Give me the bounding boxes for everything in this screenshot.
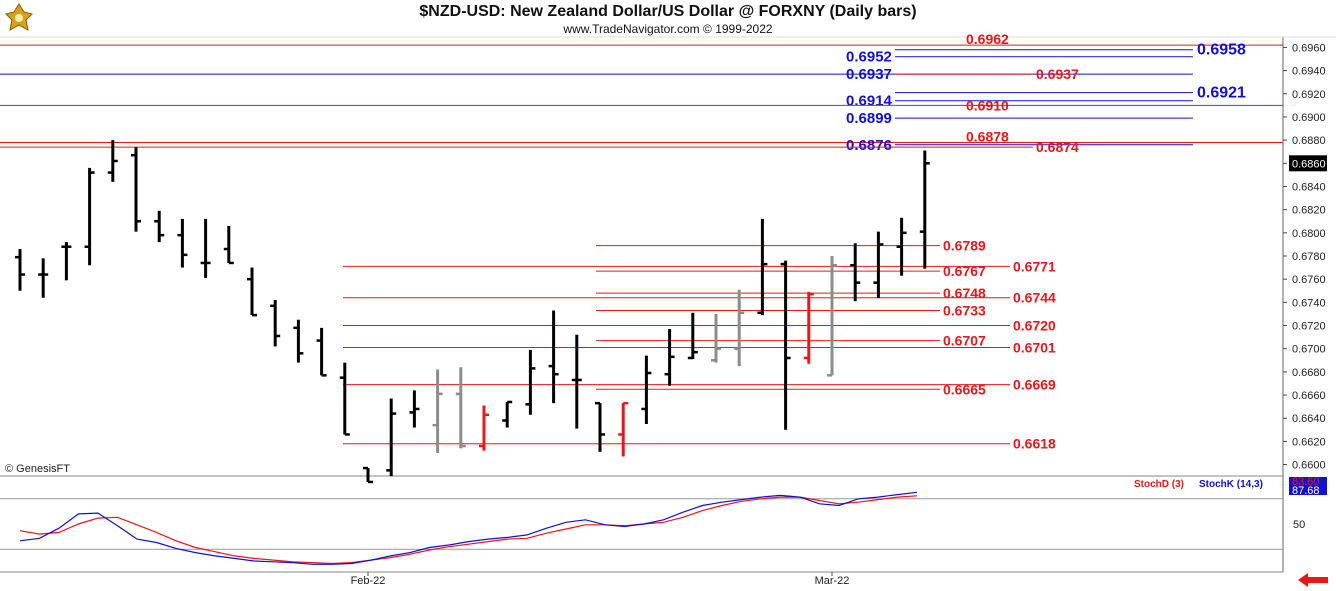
logo-icon	[4, 2, 34, 34]
price-tick-label: 0.6680	[1292, 367, 1326, 379]
price-tick-label: 0.6960	[1292, 42, 1326, 54]
level-label: 0.6789	[943, 238, 986, 254]
level-label: 0.6669	[1013, 377, 1056, 393]
price-tick-label: 0.6720	[1292, 321, 1326, 333]
stoch-d-line	[19, 495, 918, 565]
ohlc-bars	[15, 140, 930, 484]
level-label: 0.6748	[943, 285, 986, 301]
price-tick-label: 0.6740	[1292, 297, 1326, 309]
level-label: 0.6958	[1197, 42, 1246, 59]
stoch-last-marker	[1289, 477, 1327, 495]
level-label: 0.6937	[846, 66, 892, 83]
price-tick-label: 0.6880	[1292, 135, 1326, 147]
price-tick-label: 0.6800	[1292, 228, 1326, 240]
price-tick-label: 0.6820	[1292, 205, 1326, 217]
level-label: 0.6962	[966, 31, 1009, 47]
stoch-last-d: 83.60	[1292, 476, 1320, 488]
price-tick-label: 0.6920	[1292, 89, 1326, 101]
level-label: 0.6914	[846, 93, 893, 110]
date-label: Mar-22	[815, 575, 850, 587]
price-tick-label: 0.6760	[1292, 274, 1326, 286]
price-tick-label: 0.6660	[1292, 390, 1326, 402]
level-label: 0.6707	[943, 333, 986, 349]
level-label: 0.6733	[943, 302, 986, 318]
date-label: Feb-22	[351, 575, 386, 587]
level-label: 0.6899	[846, 110, 892, 127]
chart-header: $NZD-USD: New Zealand Dollar/US Dollar @…	[0, 0, 1336, 38]
level-label: 0.6665	[943, 381, 986, 397]
level-label: 0.6701	[1013, 340, 1056, 356]
last-price-label: 0.6860	[1292, 158, 1326, 170]
price-tick-label: 0.6900	[1292, 112, 1326, 124]
level-label: 0.6618	[1013, 436, 1056, 452]
stoch-k-legend: StochK (14,3)	[1199, 479, 1263, 490]
level-label: 0.6921	[1197, 85, 1246, 102]
price-axis: 0.6960 0.6940 0.6920 0.6900 0.6880 0.6860 0.68…	[351, 42, 1327, 587]
copyright-label: © GenesisFT	[5, 463, 70, 475]
chart-title: $NZD-USD: New Zealand Dollar/US Dollar @…	[419, 3, 917, 20]
stoch-d-legend: StochD (3)	[1134, 479, 1184, 490]
level-label: 0.6878	[966, 128, 1009, 144]
price-tick-label: 0.6700	[1292, 344, 1326, 356]
price-tick-label: 0.6620	[1292, 436, 1326, 448]
level-label: 0.6876	[846, 137, 892, 154]
price-tick-label: 0.6780	[1292, 251, 1326, 263]
price-tick-label: 0.6840	[1292, 181, 1326, 193]
price-tick-label: 0.6940	[1292, 66, 1326, 78]
level-label: 0.6952	[846, 49, 892, 66]
level-label: 0.6771	[1013, 258, 1056, 274]
chart-frame	[0, 36, 1336, 573]
level-label: 0.6767	[943, 263, 986, 279]
chart-subtitle: www.TradeNavigator.com © 1999-2022	[563, 22, 773, 36]
last-price-marker	[1289, 155, 1327, 172]
level-label: 0.6744	[1013, 290, 1056, 306]
scroll-left-arrow-icon[interactable]	[1298, 573, 1328, 587]
stoch-last-k: 87.68	[1292, 485, 1320, 497]
stoch-tick-label: 50	[1293, 519, 1305, 531]
level-label: 0.6937	[1036, 66, 1079, 82]
level-label: 0.6874	[1036, 139, 1079, 155]
level-label: 0.6910	[966, 97, 1009, 113]
price-tick-label: 0.6640	[1292, 413, 1326, 425]
level-label: 0.6720	[1013, 318, 1056, 334]
stoch-k-line	[19, 491, 918, 565]
price-tick-label: 0.6600	[1292, 460, 1326, 472]
